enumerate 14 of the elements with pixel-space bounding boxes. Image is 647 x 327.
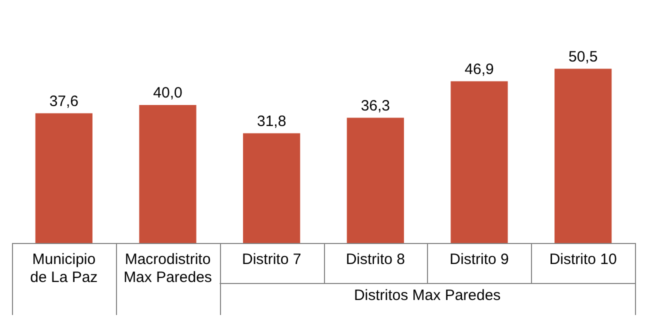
bar — [139, 105, 196, 243]
x-tick-label: Macrodistrito Max Paredes — [124, 251, 212, 286]
data-label: 50,5 — [568, 48, 598, 66]
data-label: 36,3 — [360, 97, 390, 114]
data-label: 46,9 — [464, 60, 494, 78]
bar — [243, 133, 300, 243]
bar — [35, 113, 92, 243]
data-label: 37,6 — [49, 92, 79, 110]
bar — [346, 118, 404, 243]
x-tick-label: Municipio de La Paz — [30, 251, 98, 286]
bar — [554, 68, 612, 243]
bar — [450, 81, 508, 243]
data-label: 31,8 — [256, 112, 286, 130]
data-label: 40,0 — [153, 84, 182, 102]
